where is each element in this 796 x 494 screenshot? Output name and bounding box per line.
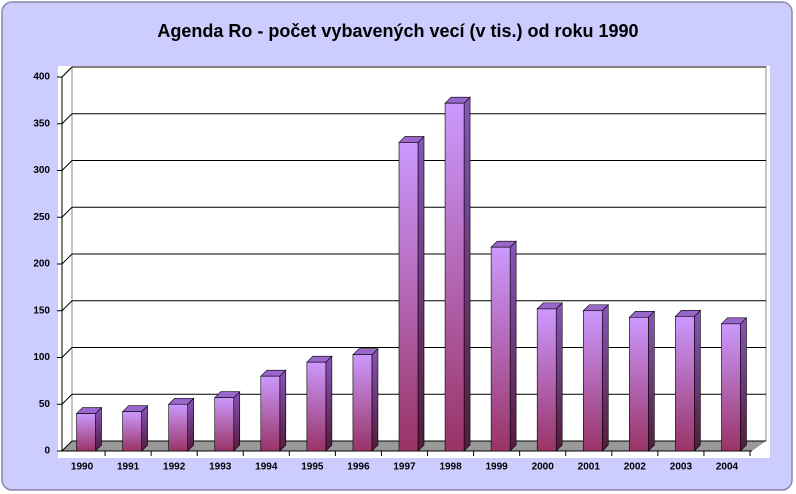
bar-side [187,397,194,452]
x-tick-label: 1993 [209,462,232,473]
bar-front [444,102,465,452]
bar-front [306,361,327,452]
x-tick-label: 1991 [117,462,140,473]
y-tick-label: 100 [33,352,50,363]
bar-front [260,375,281,452]
bar-side [279,369,287,452]
x-tick-label: 1998 [439,462,462,473]
bar-side [740,317,747,452]
grid-line [61,440,73,452]
bar-front [536,308,557,452]
y-tick-label: 0 [44,446,50,457]
y-tick-label: 150 [33,305,50,316]
bar-front [675,316,695,452]
bar-front [352,354,373,452]
bar [444,96,471,452]
y-tick-label: 50 [39,399,51,410]
bar-side [95,406,102,452]
bar [628,310,656,452]
bar-front [168,403,188,452]
grid-line [61,347,73,358]
bar-front [629,316,649,452]
x-tick-label: 1999 [486,462,509,473]
y-tick-label: 400 [33,72,50,83]
x-tick-label: 2001 [578,462,601,473]
bar-side [371,347,379,452]
x-tick-label: 1994 [255,462,278,473]
bar-side [694,309,701,452]
grid-line [61,160,73,171]
bar [167,397,195,452]
x-tick-label: 1996 [347,462,370,473]
x-tick-label: 2000 [532,462,555,473]
bar-front [122,411,142,452]
bar [121,405,149,452]
bar-front [214,397,235,452]
bar [260,369,287,452]
bar-front [76,413,96,452]
bar [214,390,241,452]
x-tick-label: 1997 [393,462,416,473]
bar-side [648,310,655,452]
x-tick-label: 2004 [716,462,739,473]
bar [352,347,379,452]
bar [720,317,748,452]
bar [536,302,563,452]
x-tick-label: 1990 [71,462,94,473]
bar [306,355,333,452]
bar-side [233,390,241,452]
grid-line [61,66,73,78]
y-tick-label: 250 [33,212,50,223]
bar [398,135,425,452]
y-tick-label: 300 [33,165,50,176]
bar-front [398,142,419,452]
grid-line [61,300,73,312]
bar-front [582,310,603,452]
bar-side [417,135,425,452]
chart-title: Agenda Ro - počet vybavených vecí (v tis… [157,21,638,41]
x-tick-label: 2002 [624,462,647,473]
grid-line [61,393,73,405]
bar-side [555,302,563,452]
x-tick-label: 1992 [163,462,186,473]
bar [75,406,103,452]
bar-side [509,240,517,452]
bar-side [141,405,148,452]
y-tick-label: 200 [33,259,50,270]
bar-front [490,246,511,452]
bar [674,309,702,452]
y-tick-label: 350 [33,118,50,129]
grid-line [61,206,73,218]
grid-line [61,113,73,125]
bar-side [325,355,333,452]
grid-line [61,253,73,265]
bar-front [721,323,741,452]
bar-side [601,304,609,452]
bar [490,240,517,452]
bar [582,304,609,452]
bar-side [463,96,471,452]
x-tick-label: 1995 [301,462,324,473]
x-tick-label: 2003 [670,462,693,473]
